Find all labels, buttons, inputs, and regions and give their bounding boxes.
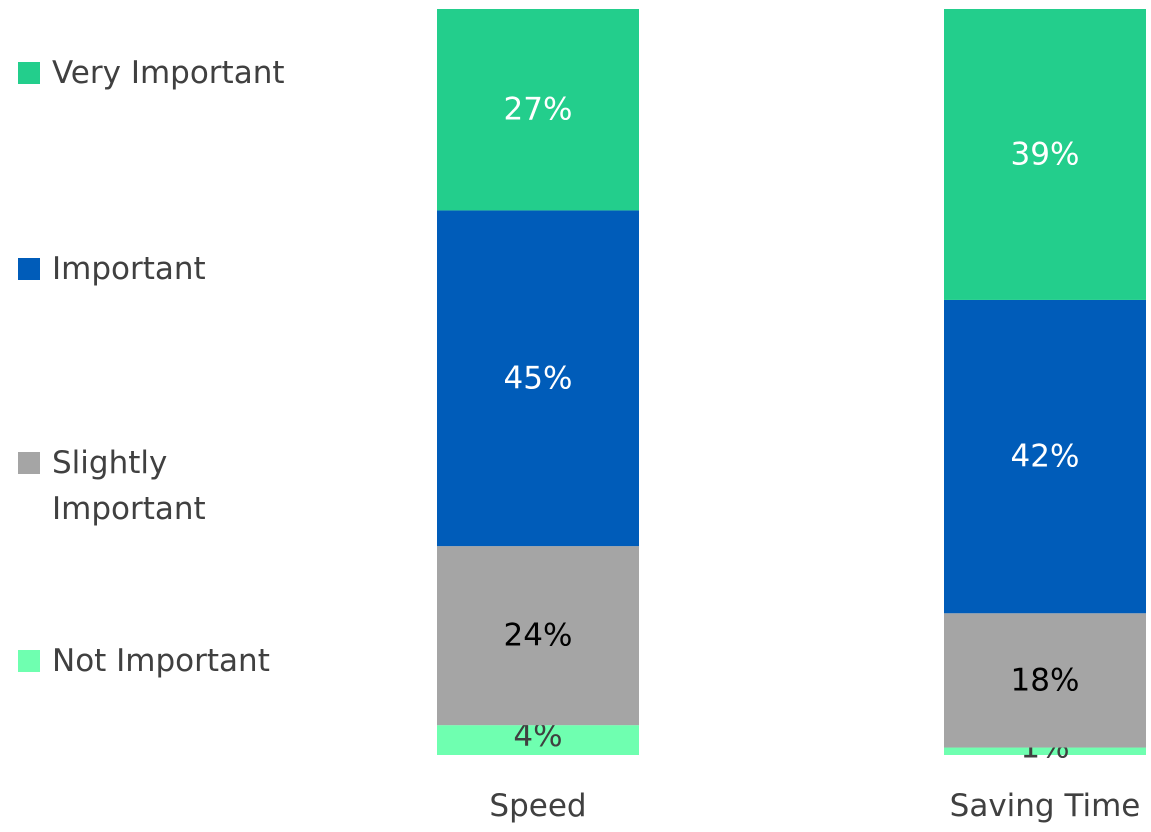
legend-label-slightly-important: Slightly Important — [52, 445, 206, 527]
legend-swatch-very-important — [18, 62, 40, 84]
legend-label-important: Important — [52, 251, 206, 287]
legend-label-not-important: Not Important — [52, 643, 270, 679]
legend-label-very-important: Very Important — [52, 55, 285, 91]
bar-segment-saving-time-slightly-important — [944, 613, 1146, 748]
data-label-saving-time-important: 42% — [1011, 439, 1080, 475]
legend-swatch-important — [18, 258, 40, 280]
data-label-saving-time-very-important: 39% — [1011, 136, 1080, 172]
bar-segment-saving-time-important — [944, 299, 1146, 614]
x-tick-label-saving-time: Saving Time — [950, 788, 1141, 824]
data-label-speed-important: 45% — [504, 360, 573, 396]
legend: Very Important Important Slightly Importan… — [18, 0, 348, 828]
bar-segment-speed-not-important — [437, 725, 639, 755]
x-tick-label-speed: Speed — [489, 788, 586, 824]
legend-item-important: Important — [18, 246, 312, 292]
data-label-saving-time-slightly-important: 18% — [1011, 662, 1080, 698]
legend-item-very-important: Very Important — [18, 50, 312, 96]
bar-segment-speed-important — [437, 210, 639, 547]
bar-segment-speed-very-important — [437, 9, 639, 211]
legend-item-not-important: Not Important — [18, 638, 312, 684]
legend-item-slightly-important: Slightly Important — [18, 440, 206, 532]
data-label-speed-slightly-important: 24% — [504, 618, 573, 654]
legend-swatch-slightly-important — [18, 452, 40, 474]
bar-segment-saving-time-not-important — [944, 747, 1146, 755]
legend-swatch-not-important — [18, 650, 40, 672]
bar-segment-speed-slightly-important — [437, 546, 639, 726]
bar-segment-saving-time-very-important — [944, 9, 1146, 300]
data-label-speed-very-important: 27% — [504, 92, 573, 128]
